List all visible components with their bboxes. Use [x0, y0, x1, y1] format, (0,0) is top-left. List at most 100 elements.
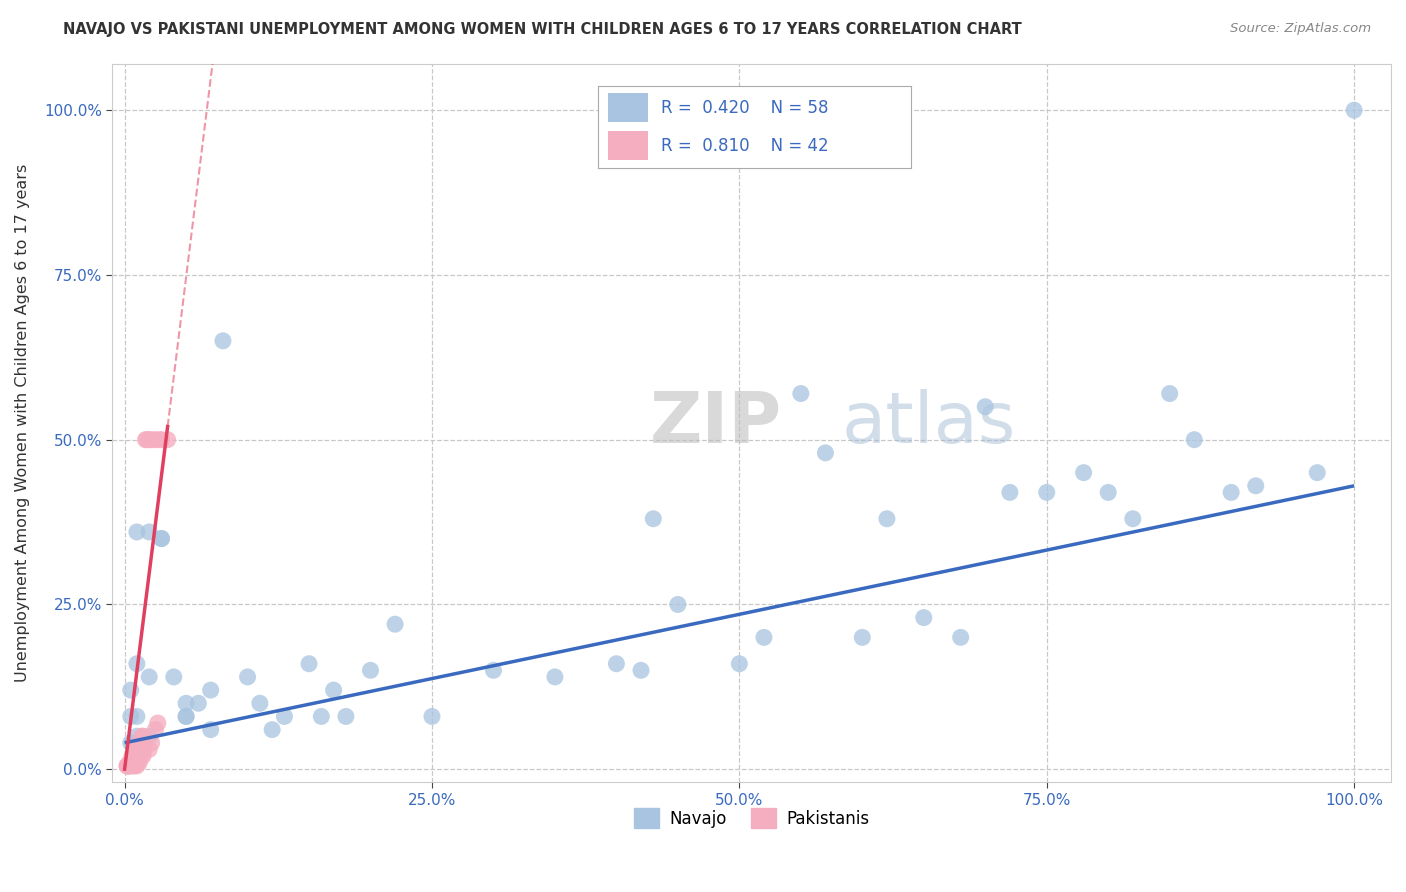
Point [200, 723, 222, 737]
Point [851, 631, 873, 645]
Point [163, 670, 186, 684]
Point [124, 749, 146, 764]
Point [125, 657, 148, 671]
Point [420, 709, 443, 723]
Point [117, 759, 139, 773]
Point [1306, 466, 1329, 480]
Point [132, 749, 155, 764]
Point [132, 729, 155, 743]
Point [728, 657, 751, 671]
Point [115, 759, 138, 773]
Point [120, 756, 142, 770]
Point [1182, 433, 1205, 447]
Point [125, 759, 148, 773]
Point [138, 524, 160, 539]
Point [129, 736, 152, 750]
Text: ZIP: ZIP [650, 389, 782, 458]
Point [117, 759, 139, 773]
Point [298, 657, 321, 671]
Point [148, 433, 170, 447]
Point [814, 446, 837, 460]
Point [273, 709, 295, 723]
Text: Source: ZipAtlas.com: Source: ZipAtlas.com [1230, 22, 1371, 36]
Point [143, 723, 166, 737]
Point [135, 433, 157, 447]
Point [141, 433, 163, 447]
Point [949, 631, 972, 645]
Point [912, 610, 935, 624]
Point [141, 736, 163, 750]
Point [311, 709, 333, 723]
Point [146, 716, 169, 731]
Text: atlas: atlas [841, 389, 1015, 458]
Point [118, 759, 141, 773]
Point [1073, 466, 1095, 480]
Point [131, 729, 153, 743]
Point [1244, 479, 1267, 493]
Point [143, 433, 166, 447]
Point [998, 485, 1021, 500]
Point [187, 696, 209, 710]
Point [120, 709, 142, 723]
Point [115, 759, 138, 773]
Point [876, 512, 898, 526]
Point [156, 433, 179, 447]
Point [124, 749, 146, 764]
Legend: Navajo, Pakistanis: Navajo, Pakistanis [627, 801, 876, 835]
Point [150, 532, 173, 546]
Point [125, 524, 148, 539]
Point [128, 756, 150, 770]
Point [212, 334, 235, 348]
Point [1220, 485, 1243, 500]
Point [174, 696, 197, 710]
Point [134, 433, 156, 447]
Point [544, 670, 567, 684]
Point [125, 749, 148, 764]
Point [174, 709, 197, 723]
Point [482, 663, 505, 677]
Point [666, 598, 689, 612]
Point [120, 683, 142, 698]
Text: NAVAJO VS PAKISTANI UNEMPLOYMENT AMONG WOMEN WITH CHILDREN AGES 6 TO 17 YEARS CO: NAVAJO VS PAKISTANI UNEMPLOYMENT AMONG W… [63, 22, 1022, 37]
Point [974, 400, 997, 414]
Point [120, 736, 142, 750]
Point [752, 631, 775, 645]
Point [124, 742, 146, 756]
Point [1122, 512, 1144, 526]
Point [124, 759, 146, 773]
Point [118, 756, 141, 770]
Point [150, 433, 173, 447]
Point [138, 742, 160, 756]
Point [129, 749, 152, 764]
Point [335, 709, 357, 723]
Point [322, 683, 344, 698]
Point [121, 756, 143, 770]
Point [605, 657, 627, 671]
Point [1343, 103, 1365, 118]
Point [117, 759, 139, 773]
Point [249, 696, 271, 710]
Point [125, 742, 148, 756]
Point [128, 736, 150, 750]
Point [125, 709, 148, 723]
Point [121, 749, 143, 764]
Point [122, 759, 145, 773]
Point [1159, 386, 1181, 401]
Point [134, 742, 156, 756]
Point [120, 759, 142, 773]
Point [174, 709, 197, 723]
Point [1035, 485, 1057, 500]
Point [138, 433, 160, 447]
Point [236, 670, 259, 684]
Point [790, 386, 813, 401]
Point [384, 617, 406, 632]
Point [125, 729, 148, 743]
Point [200, 683, 222, 698]
Point [122, 749, 145, 764]
Point [138, 729, 160, 743]
Point [120, 756, 142, 770]
Point [150, 532, 173, 546]
Point [120, 756, 142, 770]
Point [262, 723, 284, 737]
Point [643, 512, 665, 526]
